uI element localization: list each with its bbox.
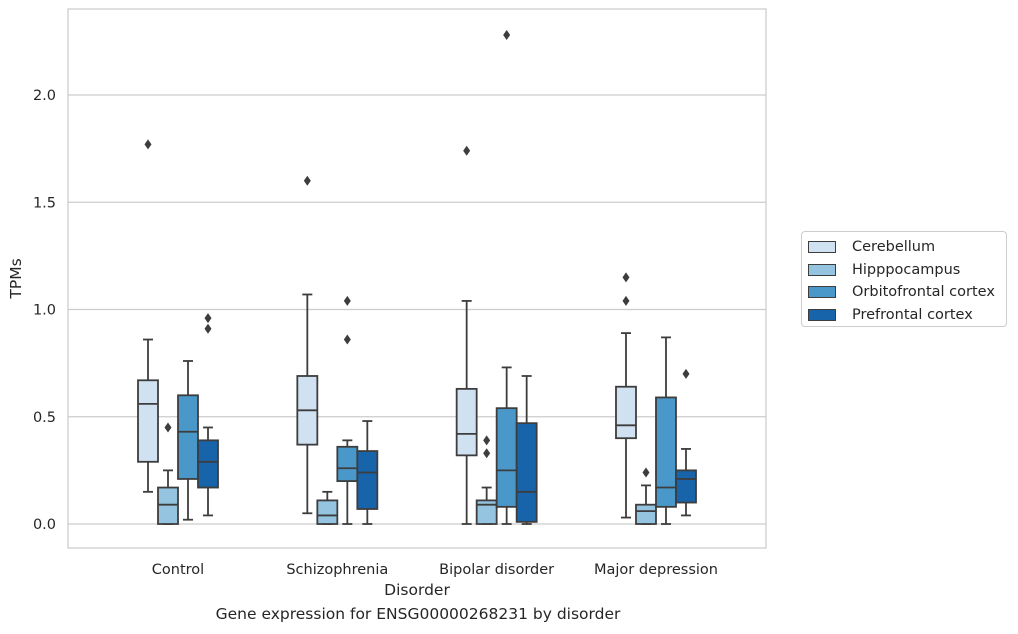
box-hipppocampus-major-depression	[635, 467, 657, 525]
y-tick-label: 0.0	[33, 517, 56, 533]
box-orbitofrontal-cortex-major-depression	[655, 336, 677, 525]
series-hipppocampus	[157, 422, 657, 525]
box-iqr	[316, 499, 339, 525]
legend-item-hippocampus: Hipppocampus	[802, 259, 1006, 282]
outlier-point	[204, 313, 212, 324]
outlier-point	[622, 295, 630, 306]
legend: Cerebellum Hipppocampus Orbitofrontal co…	[801, 231, 1007, 327]
legend-label-hippocampus: Hipppocampus	[852, 261, 961, 278]
box-iqr	[455, 387, 478, 457]
box-hipppocampus-control	[157, 422, 179, 525]
box-cerebellum-major-depression	[615, 272, 637, 519]
outlier-point	[503, 29, 511, 40]
series-cerebellum	[137, 139, 637, 525]
y-tick-label: 2.0	[33, 88, 56, 104]
y-tick-label: 0.5	[33, 410, 56, 426]
box-iqr	[675, 469, 697, 504]
box-iqr	[137, 379, 159, 463]
outlier-point	[144, 139, 152, 150]
legend-label-cerebellum: Cerebellum	[852, 239, 936, 256]
plot-frame	[67, 8, 767, 549]
box-iqr	[197, 439, 219, 489]
outlier-point	[303, 175, 311, 186]
box-orbitofrontal-cortex-schizophrenia	[336, 295, 359, 525]
legend-swatch-prefrontal-cortex	[808, 308, 836, 321]
y-tick-label: 1.0	[33, 303, 56, 319]
outlier-point	[204, 323, 212, 334]
box-iqr	[495, 407, 518, 508]
box-prefrontal-cortex-schizophrenia	[356, 420, 379, 525]
box-cerebellum-bipolar-disorder	[455, 145, 478, 525]
y-axis-label: TPMs	[7, 258, 25, 299]
outlier-point	[622, 272, 630, 283]
box-prefrontal-cortex-bipolar-disorder	[515, 375, 538, 525]
box-iqr	[515, 422, 538, 523]
box-series	[137, 29, 697, 525]
legend-item-cerebellum: Cerebellum	[802, 236, 1006, 259]
x-axis-label: Disorder	[384, 581, 450, 599]
legend-swatch-orbitofrontal-cortex	[808, 286, 836, 299]
x-tick-label: Bipolar disorder	[439, 562, 554, 578]
box-prefrontal-cortex-control	[197, 313, 219, 517]
legend-item-orbitofrontal-cortex: Orbitofrontal cortex	[802, 281, 1006, 304]
legend-item-prefrontal-cortex: Prefrontal cortex	[802, 304, 1006, 327]
box-iqr	[635, 503, 657, 525]
box-hipppocampus-schizophrenia	[316, 490, 339, 525]
legend-swatch-cerebellum	[808, 241, 836, 254]
outlier-point	[164, 422, 172, 433]
outlier-point	[343, 334, 351, 345]
y-tick-labels: 0.0 0.5 1.0 1.5 2.0	[33, 88, 56, 533]
legend-swatch-hippocampus	[808, 263, 836, 276]
box-iqr	[336, 445, 359, 482]
box-iqr	[157, 486, 179, 525]
box-orbitofrontal-cortex-bipolar-disorder	[495, 29, 518, 525]
outlier-point	[483, 448, 491, 459]
box-prefrontal-cortex-major-depression	[675, 368, 697, 517]
x-tick-labels: Control Schizophrenia Bipolar disorder Majo…	[152, 562, 718, 578]
series-orbitofrontal-cortex	[177, 29, 677, 525]
x-tick-label: Control	[152, 562, 204, 578]
chart-caption: Gene expression for ENSG00000268231 by d…	[215, 605, 621, 623]
series-prefrontal-cortex	[197, 313, 697, 525]
box-iqr	[615, 385, 637, 440]
box-orbitofrontal-cortex-control	[177, 360, 199, 521]
box-cerebellum-schizophrenia	[296, 175, 319, 515]
outlier-point	[682, 368, 690, 379]
outlier-point	[483, 435, 491, 446]
box-iqr	[655, 396, 677, 508]
x-tick-label: Major depression	[594, 562, 718, 578]
outlier-point	[343, 295, 351, 306]
outlier-point	[463, 145, 471, 156]
x-tick-label: Schizophrenia	[286, 562, 388, 578]
box-cerebellum-control	[137, 139, 159, 493]
legend-label-orbitofrontal-cortex: Orbitofrontal cortex	[852, 284, 995, 301]
box-hipppocampus-bipolar-disorder	[475, 435, 498, 525]
outlier-point	[642, 467, 650, 478]
box-iqr	[475, 499, 498, 525]
y-tick-label: 1.5	[33, 195, 56, 211]
box-iqr	[177, 394, 199, 480]
box-iqr	[356, 450, 379, 510]
legend-label-prefrontal-cortex: Prefrontal cortex	[852, 306, 973, 323]
